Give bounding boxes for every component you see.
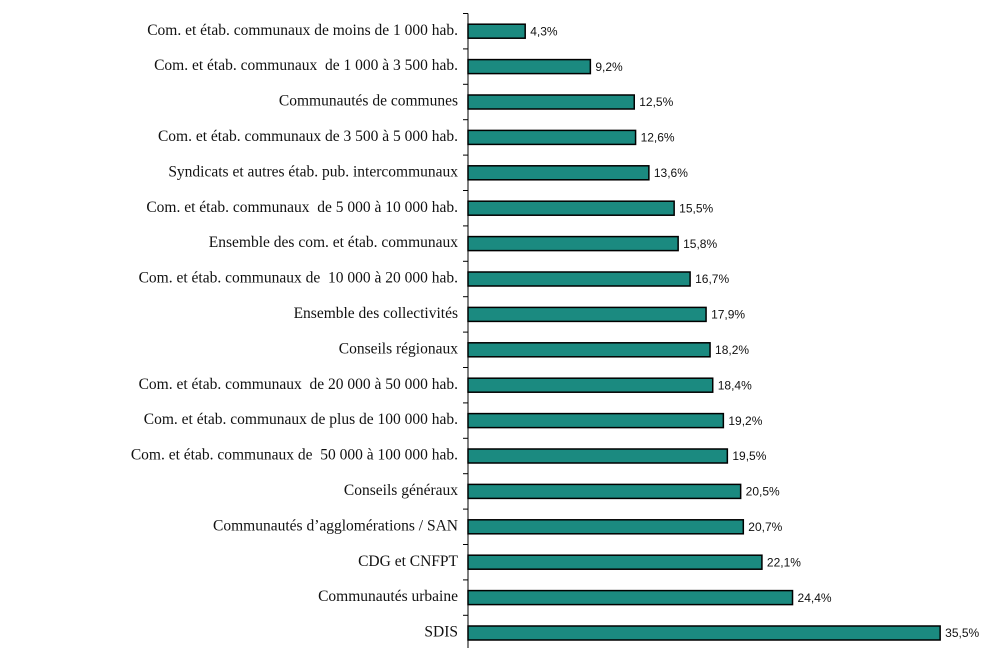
- category-label: Com. et étab. communaux de 1 000 à 3 500…: [154, 57, 458, 74]
- bar: [467, 625, 941, 641]
- category-label: Com. et étab. communaux de 20 000 à 50 0…: [139, 376, 458, 393]
- category-label: Com. et étab. communaux de plus de 100 0…: [144, 411, 458, 428]
- bar: [467, 589, 794, 606]
- bar: [467, 448, 729, 464]
- value-label: 22,1%: [767, 555, 801, 569]
- value-label: 19,5%: [732, 449, 766, 463]
- category-label: Ensemble des collectivités: [294, 305, 458, 322]
- value-label: 16,7%: [695, 272, 729, 286]
- value-label: 15,8%: [683, 237, 717, 251]
- category-label: Communautés d’agglomérations / SAN: [213, 517, 458, 534]
- bar: [467, 554, 763, 570]
- category-label: Com. et étab. communaux de moins de 1 00…: [147, 22, 458, 39]
- category-label: Syndicats et autres étab. pub. intercomm…: [168, 163, 458, 180]
- value-label: 4,3%: [530, 24, 558, 38]
- bar: [467, 483, 742, 500]
- bar: [467, 412, 725, 429]
- value-label: 18,2%: [715, 343, 749, 357]
- value-label: 19,2%: [728, 414, 762, 428]
- bar: [467, 271, 691, 287]
- bar: [467, 519, 745, 535]
- category-label: Com. et étab. communaux de 5 000 à 10 00…: [146, 199, 458, 216]
- bar: [467, 129, 637, 146]
- category-label: SDIS: [424, 624, 458, 641]
- value-label: 9,2%: [595, 60, 623, 74]
- bar: [467, 342, 711, 358]
- category-label: CDG et CNFPT: [358, 553, 458, 570]
- value-label: 13,6%: [654, 166, 688, 180]
- category-label: Com. et étab. communaux de 3 500 à 5 000…: [158, 128, 458, 145]
- category-label: Communautés urbaine: [318, 588, 458, 605]
- bar: [467, 377, 714, 393]
- category-label: Com. et étab. communaux de 50 000 à 100 …: [131, 447, 458, 464]
- bar: [467, 235, 679, 252]
- bar: [467, 23, 526, 39]
- bar: [467, 306, 707, 323]
- category-label: Communautés de communes: [279, 93, 458, 110]
- value-label: 35,5%: [945, 626, 979, 640]
- category-label: Conseils généraux: [344, 482, 458, 499]
- value-label: 17,9%: [711, 308, 745, 322]
- value-label: 24,4%: [798, 591, 832, 605]
- value-label: 12,6%: [641, 131, 675, 145]
- value-label: 12,5%: [639, 95, 673, 109]
- category-label: Conseils régionaux: [339, 340, 458, 357]
- value-label: 15,5%: [679, 201, 713, 215]
- bar: [467, 200, 675, 216]
- bar: [467, 165, 650, 181]
- value-label: 20,5%: [746, 485, 780, 499]
- value-label: 20,7%: [748, 520, 782, 534]
- category-label: Ensemble des com. et étab. communaux: [209, 234, 458, 251]
- bar: [467, 58, 592, 75]
- value-label: 18,4%: [718, 378, 752, 392]
- bar: [467, 94, 635, 110]
- category-label: Com. et étab. communaux de 10 000 à 20 0…: [139, 270, 458, 287]
